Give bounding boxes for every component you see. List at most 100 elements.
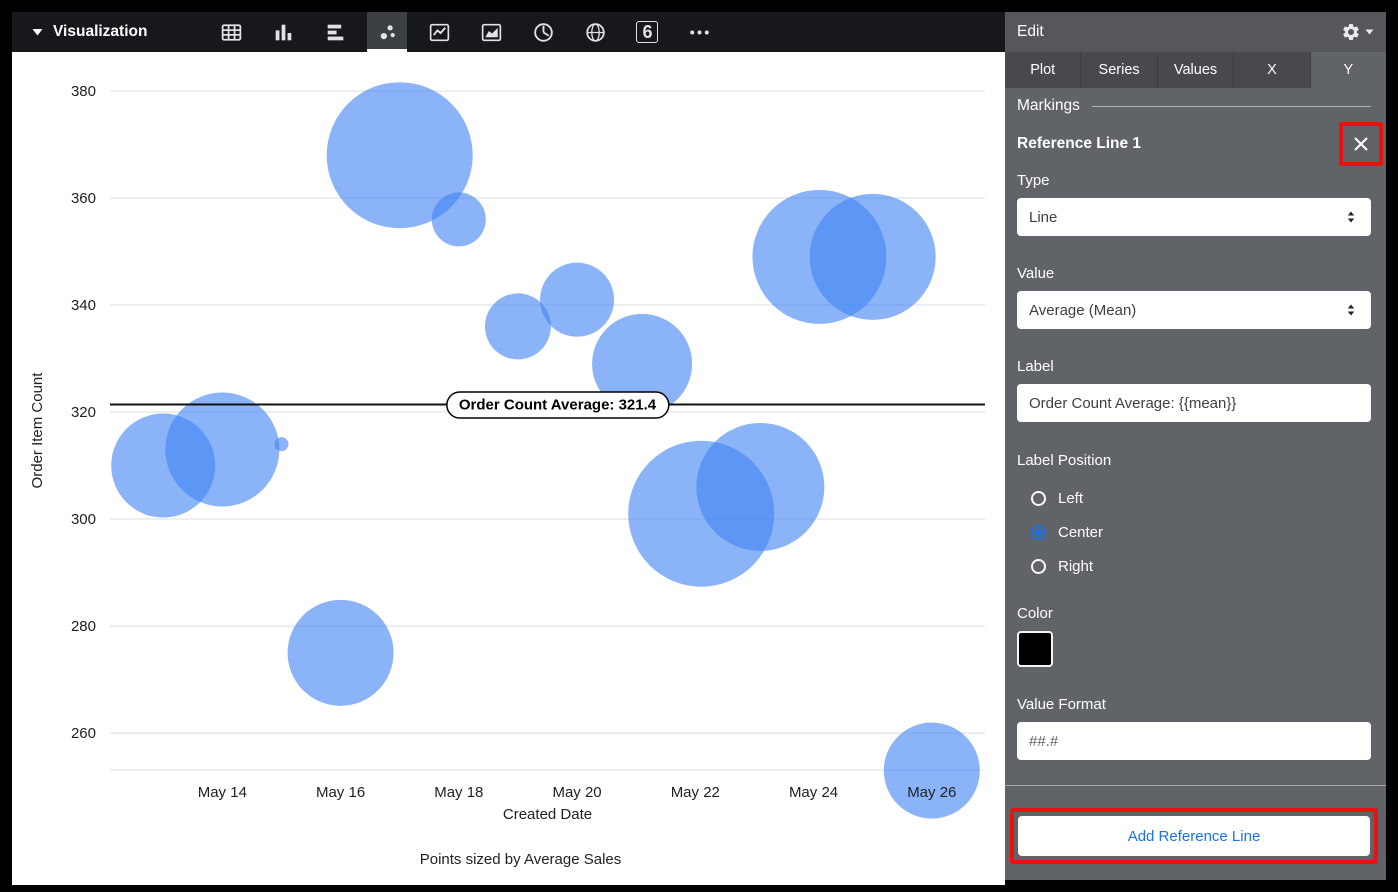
visualization-menu[interactable]: Visualization: [12, 23, 165, 41]
unfold-arrows-icon: [1347, 211, 1355, 223]
more-icon[interactable]: [679, 12, 719, 52]
value-select[interactable]: Average (Mean): [1017, 291, 1371, 329]
radio-left-label: Left: [1058, 489, 1084, 507]
bubble[interactable]: [287, 599, 394, 706]
line-chart-icon[interactable]: [419, 12, 459, 52]
edit-panel-header: Edit: [1005, 12, 1386, 52]
single-value-glyph: 6: [636, 21, 659, 43]
area-chart-icon[interactable]: [471, 12, 511, 52]
bubble[interactable]: [592, 313, 693, 414]
y-tick-label: 260: [71, 725, 96, 742]
chart-type-strip: 6: [211, 12, 719, 52]
type-select-value: Line: [1029, 208, 1058, 226]
color-field: Color: [1017, 605, 1371, 667]
edit-panel: Edit Plot Series Values X Y Markings Ref…: [1005, 12, 1387, 880]
markings-section-header: Markings: [1017, 96, 1371, 116]
y-tick-label: 380: [71, 83, 96, 100]
bar-chart-icon[interactable]: [315, 12, 355, 52]
bubble[interactable]: [484, 293, 551, 360]
scatter-icon[interactable]: [367, 12, 408, 52]
radio-right-label: Right: [1058, 557, 1094, 575]
visualization-menu-label: Visualization: [53, 23, 148, 40]
type-select[interactable]: Line: [1017, 198, 1371, 236]
pie-chart-icon[interactable]: [523, 12, 563, 52]
label-input[interactable]: [1017, 384, 1371, 422]
visualization-toolbar: Visualization: [12, 12, 1005, 52]
map-icon[interactable]: [575, 12, 615, 52]
radio-row[interactable]: Center: [1017, 515, 1371, 549]
reference-line-pill-label: Order Count Average: 321.4: [459, 397, 657, 414]
x-tick-label: May 22: [671, 784, 720, 801]
main-area: Visualization: [12, 12, 1005, 885]
app-window: Visualization: [12, 12, 1387, 885]
markings-label: Markings: [1017, 97, 1080, 114]
tab-series[interactable]: Series: [1081, 52, 1157, 88]
x-axis-title: Created Date: [503, 806, 592, 823]
bubble[interactable]: [540, 262, 615, 337]
y-tick-label: 340: [71, 297, 96, 314]
bubble[interactable]: [274, 437, 289, 452]
tab-y[interactable]: Y: [1310, 52, 1387, 88]
x-tick-label: May 18: [434, 784, 483, 801]
value-format-field: Value Format: [1017, 696, 1371, 760]
bubble[interactable]: [431, 192, 486, 247]
annotation-box-add-button: Add Reference Line: [1010, 808, 1378, 864]
radio-row[interactable]: Right: [1017, 549, 1371, 583]
bubble[interactable]: [883, 722, 980, 819]
single-value-icon[interactable]: 6: [627, 12, 667, 52]
value-select-value: Average (Mean): [1029, 301, 1137, 319]
x-tick-label: May 26: [907, 784, 956, 801]
bubble-chart: 260 280 300 320 340 360 380 May 14 May 16 May 18 M…: [12, 52, 1005, 885]
reference-line-pill: [446, 391, 670, 419]
value-field: Value Average (Mean): [1017, 265, 1371, 329]
radio-center-label: Center: [1058, 523, 1104, 541]
x-tick-label: May 14: [198, 784, 247, 801]
bubble[interactable]: [696, 422, 825, 551]
color-label: Color: [1017, 605, 1053, 622]
bubble[interactable]: [165, 392, 280, 507]
value-label: Value: [1017, 265, 1055, 282]
markings-divider: [1091, 105, 1371, 107]
tab-plot[interactable]: Plot: [1005, 52, 1081, 88]
reference-line-header: Reference Line 1: [1017, 122, 1383, 166]
x-tick-label: May 20: [552, 784, 601, 801]
edit-panel-title: Edit: [1017, 23, 1044, 40]
caret-down-icon: [1365, 29, 1374, 35]
x-tick-label: May 24: [789, 784, 838, 801]
label-position-label: Label Position: [1017, 452, 1112, 469]
label-field: Label: [1017, 358, 1371, 422]
y-tick-label: 360: [71, 190, 96, 207]
reference-line-title: Reference Line 1: [1017, 135, 1142, 152]
column-chart-icon[interactable]: [263, 12, 303, 52]
radio-row[interactable]: Left: [1017, 481, 1371, 515]
y-tick-label: 300: [71, 511, 96, 528]
close-icon: [1354, 137, 1368, 151]
radio-right[interactable]: [1031, 558, 1046, 574]
unfold-arrows-icon: [1347, 304, 1355, 316]
type-label: Type: [1017, 172, 1050, 189]
bubble[interactable]: [326, 82, 473, 229]
table-icon[interactable]: [211, 12, 251, 52]
y-tick-label: 280: [71, 618, 96, 635]
caret-down-icon: [32, 29, 43, 36]
radio-left[interactable]: [1031, 490, 1046, 506]
tab-values[interactable]: Values: [1157, 52, 1234, 88]
settings-menu[interactable]: [1341, 22, 1374, 42]
bottom-divider: [1005, 785, 1386, 786]
label-position-options: Left Center Right: [1017, 481, 1371, 583]
remove-reference-line-button[interactable]: [1344, 127, 1378, 161]
add-reference-line-button[interactable]: Add Reference Line: [1018, 816, 1370, 856]
gear-icon: [1343, 24, 1359, 40]
color-swatch[interactable]: [1017, 631, 1053, 667]
bubble[interactable]: [809, 193, 936, 320]
value-format-input[interactable]: [1017, 722, 1371, 760]
chart-caption: Points sized by Average Sales: [420, 851, 622, 868]
x-tick-label: May 16: [316, 784, 365, 801]
bubble-chart-svg: 260 280 300 320 340 360 380 May 14 May 16 May 18 M…: [29, 82, 985, 868]
tab-x[interactable]: X: [1234, 52, 1310, 88]
label-position-field: Label Position Left Center Right: [1017, 452, 1371, 583]
radio-center[interactable]: [1031, 524, 1046, 540]
value-format-label: Value Format: [1017, 696, 1106, 713]
y-axis-title: Order Item Count: [29, 372, 46, 489]
panel-body: Markings Reference Line 1 Type Line: [1005, 88, 1386, 880]
